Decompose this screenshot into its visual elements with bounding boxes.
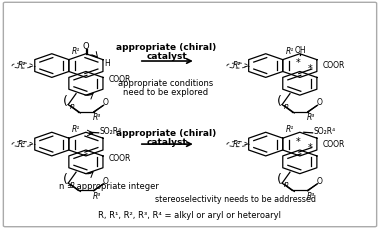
Text: R²: R² [18, 140, 26, 149]
Text: stereoselectivity needs to be addressed: stereoselectivity needs to be addressed [155, 195, 316, 204]
Text: COOR: COOR [323, 61, 345, 70]
Text: n: n [70, 102, 75, 111]
Text: R³: R³ [307, 113, 315, 122]
Text: COOR: COOR [323, 140, 345, 149]
Text: SO₂R⁴: SO₂R⁴ [314, 127, 336, 136]
Text: *: * [296, 58, 300, 68]
Text: *: * [296, 137, 300, 147]
Text: R¹: R¹ [286, 47, 294, 56]
Text: appropriate (chiral): appropriate (chiral) [116, 43, 217, 52]
Text: n: n [284, 180, 289, 189]
Text: O: O [103, 98, 109, 107]
Text: (: ( [277, 173, 282, 186]
Text: R¹: R¹ [286, 125, 294, 134]
Text: O: O [317, 177, 323, 186]
Text: R, R¹, R², R³, R⁴ = alkyl or aryl or heteroaryl: R, R¹, R², R³, R⁴ = alkyl or aryl or het… [98, 211, 282, 220]
Text: R³: R³ [93, 113, 101, 122]
Text: R¹: R¹ [72, 125, 80, 134]
Text: OH: OH [295, 46, 307, 55]
Text: O: O [103, 177, 109, 186]
Text: (: ( [277, 95, 282, 108]
Text: R²: R² [233, 140, 241, 149]
Text: need to be explored: need to be explored [123, 88, 208, 97]
Text: COOR: COOR [109, 75, 131, 84]
Text: *: * [307, 143, 312, 153]
Text: n = appropriate integer: n = appropriate integer [59, 182, 159, 191]
Text: *: * [307, 64, 312, 74]
Text: appropriate (chiral): appropriate (chiral) [116, 129, 217, 138]
Text: COOR: COOR [109, 154, 131, 163]
Text: appropriate conditions: appropriate conditions [118, 79, 213, 88]
Text: SO₂R⁴: SO₂R⁴ [100, 127, 122, 136]
Text: (: ( [63, 95, 68, 108]
Text: O: O [82, 42, 89, 51]
Text: O: O [317, 98, 323, 107]
Text: n: n [70, 180, 75, 189]
Text: H: H [105, 59, 110, 68]
Text: n: n [284, 102, 289, 111]
Text: R³: R³ [307, 192, 315, 201]
Text: R²: R² [18, 61, 26, 70]
Text: R²: R² [233, 61, 241, 70]
Text: catalyst: catalyst [146, 139, 187, 147]
Text: R³: R³ [93, 192, 101, 201]
Text: catalyst: catalyst [146, 52, 187, 61]
Text: R¹: R¹ [72, 47, 80, 56]
Text: (: ( [63, 173, 68, 186]
